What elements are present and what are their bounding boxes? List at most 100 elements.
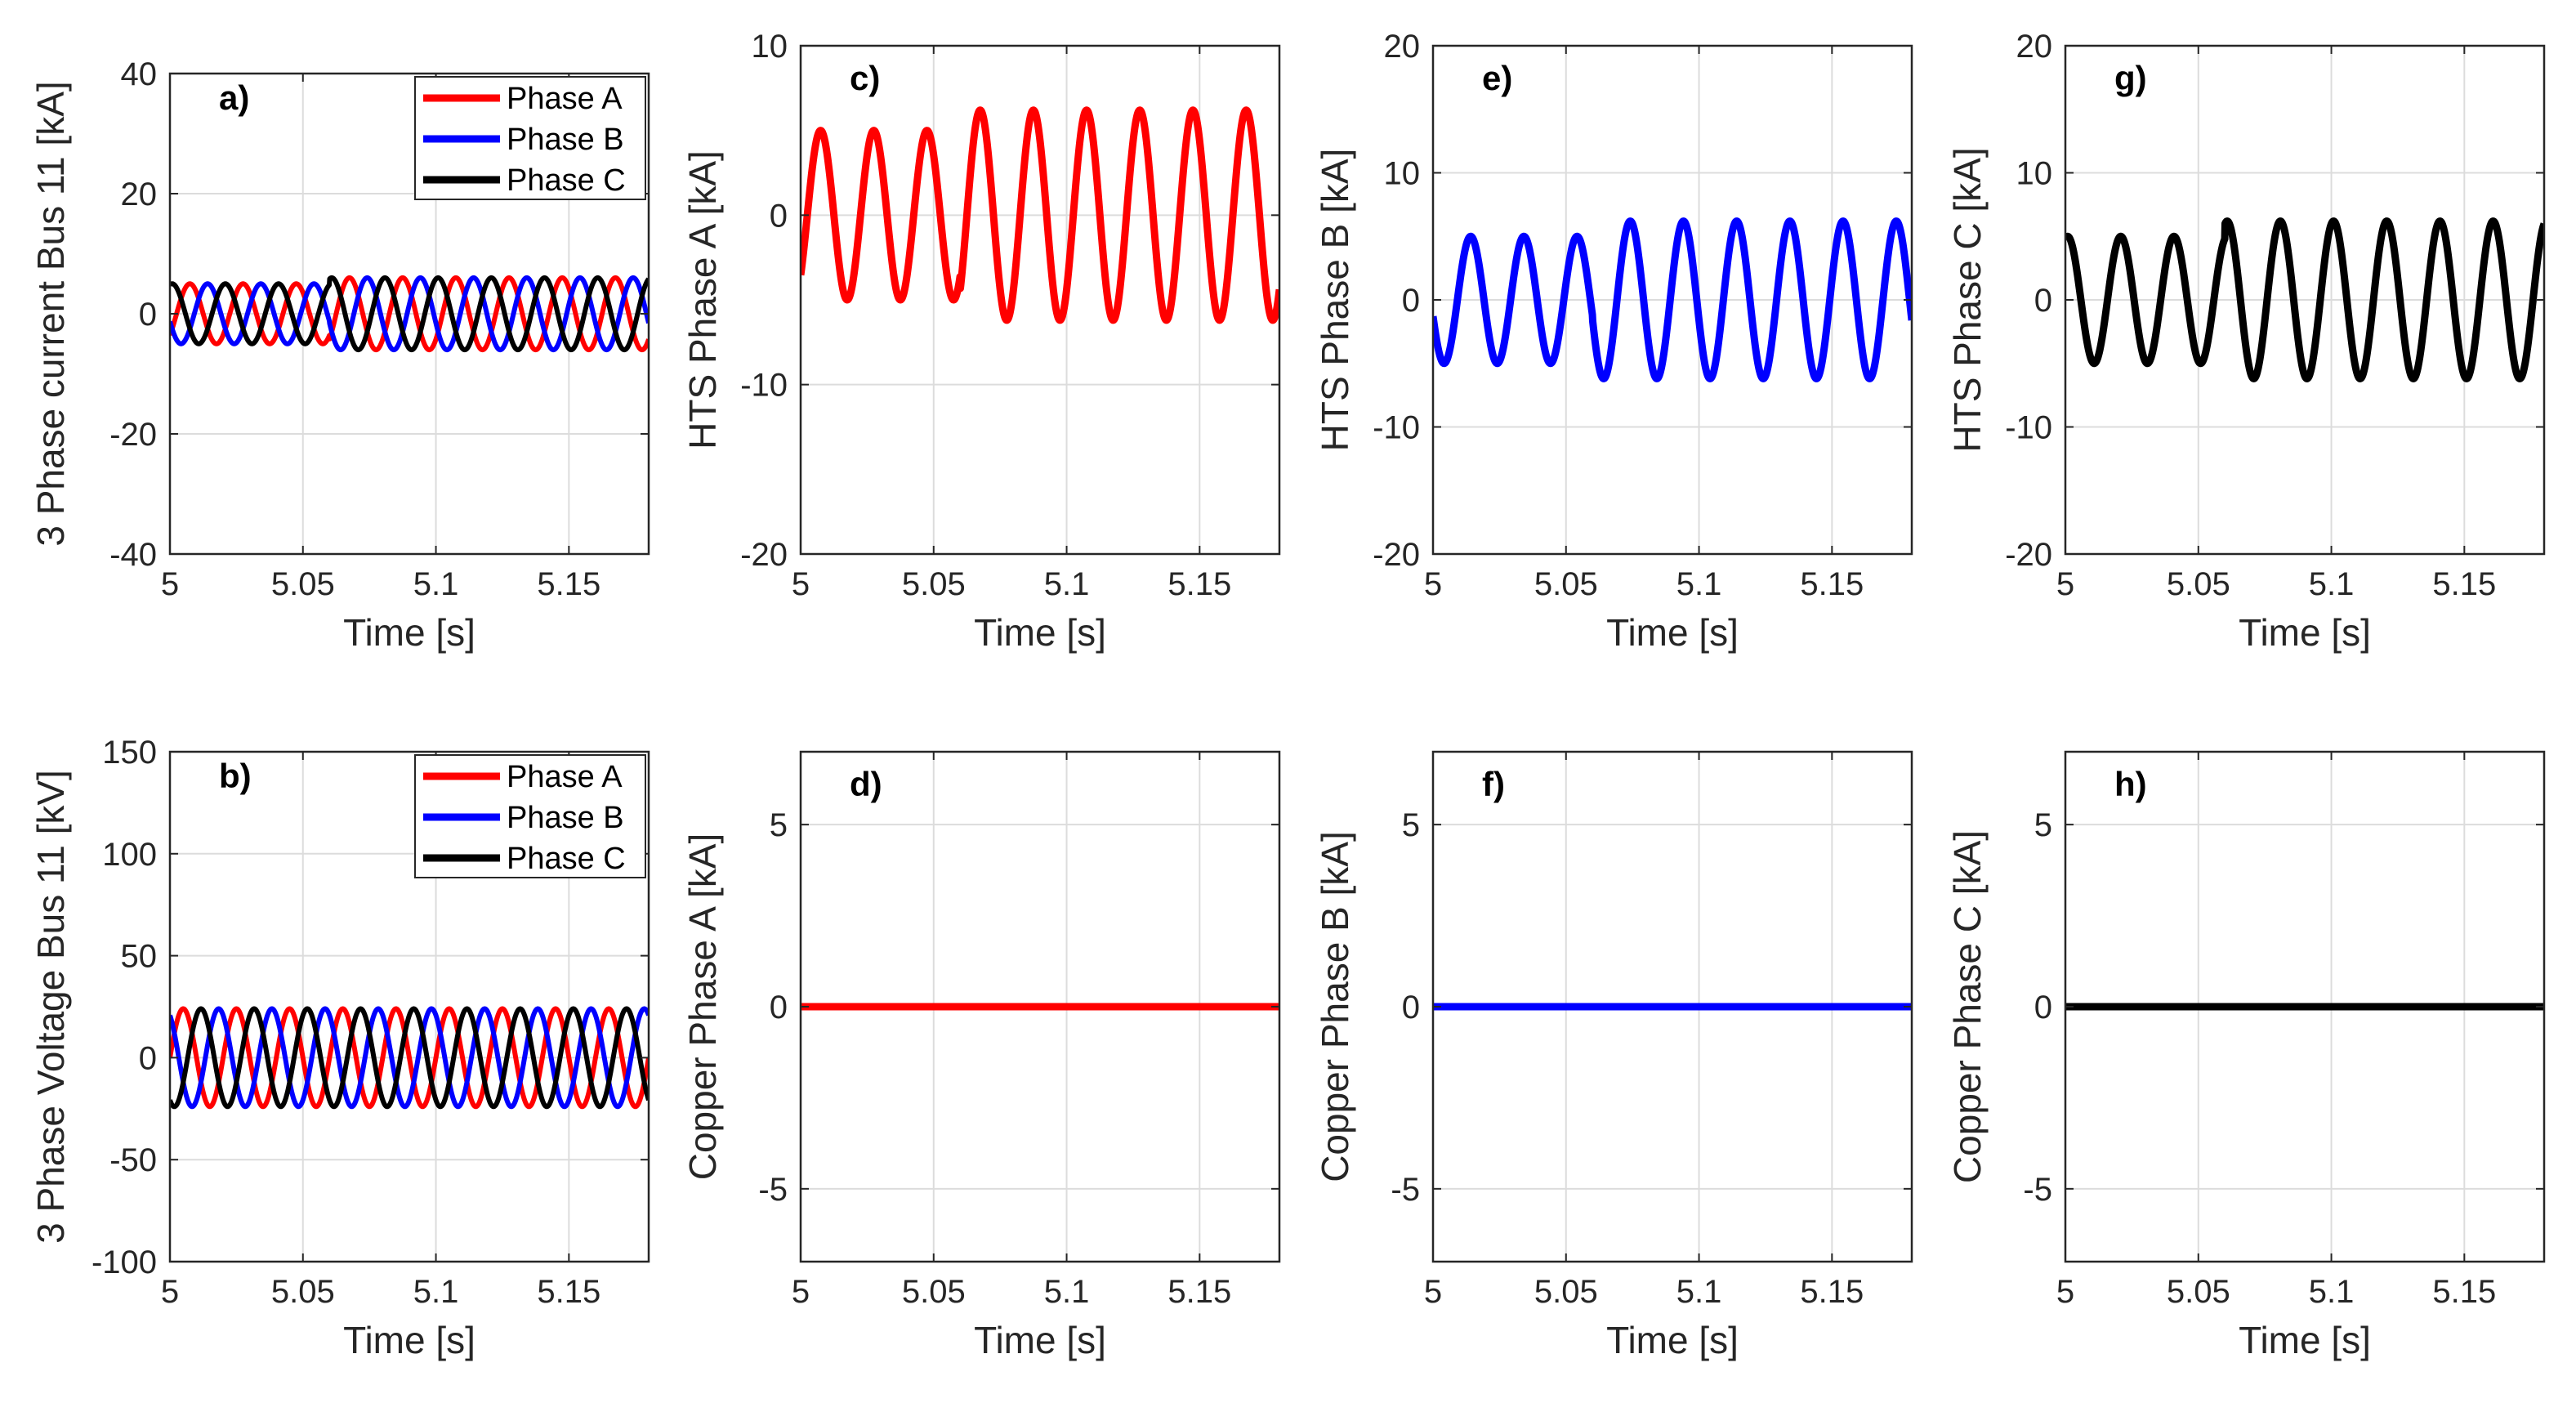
- x-tick-label: 5.1: [1044, 566, 1090, 602]
- y-axis-label: HTS Phase A [kA]: [681, 150, 724, 449]
- y-axis-label: Copper Phase A [kA]: [681, 833, 724, 1181]
- y-tick-label: 100: [102, 837, 157, 873]
- x-tick-label: 5.05: [271, 1274, 335, 1310]
- legend-entry: Phase B: [507, 123, 624, 157]
- panel-label: b): [219, 757, 252, 795]
- y-tick-label: 40: [121, 56, 158, 92]
- y-tick-label: 20: [121, 176, 158, 212]
- x-tick-label: 5.15: [537, 566, 600, 602]
- y-axis-label: Copper Phase C [kA]: [1946, 830, 1989, 1183]
- x-tick-label: 5.1: [2309, 566, 2355, 602]
- y-tick-label: 20: [2016, 29, 2053, 65]
- x-tick-label: 5.15: [1800, 566, 1864, 602]
- x-axis-label: Time [s]: [1606, 1319, 1739, 1361]
- legend: Phase A Phase B Phase C: [414, 754, 646, 878]
- y-tick-label: 5: [2034, 807, 2052, 843]
- y-tick-label: 0: [770, 990, 788, 1025]
- series-line-phase-c: [170, 275, 649, 353]
- x-tick-label: 5.05: [2167, 1274, 2230, 1310]
- y-tick-label: -5: [2023, 1172, 2052, 1208]
- panel-b: 5 5.05 5.1 5.15 -100 -50 0 50 100 150 Time [s] 3 Ph…: [29, 735, 650, 1361]
- y-axis-label: Copper Phase B [kA]: [1314, 831, 1356, 1182]
- axes-frame: [168, 750, 650, 1263]
- panel-e: 5 5.05 5.1 5.15 -20 -10 0 10 20 Time [s] HTS Phase…: [1314, 29, 1913, 654]
- x-axis-label: Time [s]: [343, 611, 475, 654]
- x-axis-label: Time [s]: [2239, 611, 2371, 654]
- series-line-c: [801, 106, 1279, 324]
- x-tick-label: 5.1: [2309, 1274, 2355, 1310]
- x-tick-label: 5.15: [537, 1274, 600, 1310]
- series-line-phase-a: [170, 1006, 649, 1110]
- panel-label: e): [1482, 59, 1512, 97]
- x-tick-label: 5: [2056, 1274, 2074, 1310]
- series-line-phase-b: [170, 1006, 649, 1110]
- y-tick-label: -20: [740, 537, 788, 573]
- panel-label: g): [2114, 59, 2147, 97]
- y-tick-label: 10: [752, 29, 788, 65]
- y-tick-label: 0: [139, 1040, 157, 1076]
- x-tick-label: 5: [161, 1274, 179, 1310]
- series-line-g: [2065, 217, 2544, 382]
- x-tick-label: 5: [2056, 566, 2074, 602]
- panel-c: 5 5.05 5.1 5.15 -20 -10 0 10 Time [s] HTS Phase A…: [681, 29, 1281, 654]
- x-tick-label: 5.1: [1676, 566, 1722, 602]
- y-tick-label: 0: [2034, 283, 2052, 319]
- x-tick-label: 5.05: [2167, 566, 2230, 602]
- y-tick-label: 20: [1384, 29, 1421, 65]
- y-tick-label: 0: [770, 198, 788, 234]
- x-axis-label: Time [s]: [1606, 611, 1739, 654]
- x-axis-label: Time [s]: [343, 1319, 475, 1361]
- panel-label: a): [219, 78, 249, 117]
- y-tick-label: -100: [92, 1244, 157, 1280]
- x-tick-label: 5.05: [271, 566, 335, 602]
- y-tick-label: -50: [109, 1142, 157, 1178]
- y-tick-label: -20: [2005, 537, 2052, 573]
- panel-label: h): [2114, 765, 2147, 803]
- x-tick-label: 5.15: [1167, 566, 1231, 602]
- y-tick-label: 0: [1402, 283, 1420, 319]
- legend-entry: Phase C: [507, 163, 626, 198]
- axes-frame: [799, 44, 1281, 556]
- y-axis-label: HTS Phase B [kA]: [1314, 149, 1356, 452]
- y-axis-label: HTS Phase C [kA]: [1946, 147, 1989, 452]
- series-line-phase-b: [170, 275, 649, 353]
- panel-d: 5 5.05 5.1 5.15 -5 0 5 Time [s] Copper Phase A […: [681, 750, 1281, 1361]
- x-tick-label: 5.1: [413, 566, 459, 602]
- x-tick-label: 5: [792, 1274, 810, 1310]
- x-tick-label: 5.15: [2432, 566, 2496, 602]
- x-axis-label: Time [s]: [2239, 1319, 2371, 1361]
- x-tick-label: 5.05: [902, 566, 966, 602]
- x-tick-label: 5.15: [2432, 1274, 2496, 1310]
- y-tick-label: 5: [1402, 807, 1420, 843]
- legend-entry: Phase B: [507, 801, 624, 835]
- panel-g: 5 5.05 5.1 5.15 -20 -10 0 10 20 Time [s] HTS Phase…: [1946, 29, 2546, 654]
- x-tick-label: 5: [1424, 1274, 1442, 1310]
- series-line-phase-c: [170, 1006, 649, 1110]
- y-tick-label: 10: [1384, 156, 1421, 192]
- x-tick-label: 5: [1424, 566, 1442, 602]
- x-tick-label: 5.1: [1044, 1274, 1090, 1310]
- legend-entry: Phase A: [507, 760, 623, 794]
- y-tick-label: -10: [740, 368, 788, 404]
- y-tick-label: -5: [758, 1172, 788, 1208]
- panel-label: d): [850, 765, 882, 803]
- x-tick-label: 5.05: [902, 1274, 966, 1310]
- y-tick-label: -20: [109, 417, 157, 453]
- y-tick-label: -5: [1391, 1172, 1420, 1208]
- panel-a: 5 5.05 5.1 5.15 -40 -20 0 20 40 Time [s] 3 Phase c…: [29, 56, 650, 654]
- y-tick-label: -40: [109, 537, 157, 573]
- x-tick-label: 5.15: [1800, 1274, 1864, 1310]
- legend: Phase A Phase B Phase C: [414, 76, 646, 200]
- panel-label: f): [1482, 765, 1505, 803]
- y-axis-label: 3 Phase current Bus 11 [kA]: [29, 81, 72, 546]
- x-tick-label: 5.05: [1534, 1274, 1598, 1310]
- panel-label: c): [850, 59, 880, 97]
- y-tick-label: 5: [770, 807, 788, 843]
- x-tick-label: 5.15: [1167, 1274, 1231, 1310]
- y-tick-label: -20: [1373, 537, 1420, 573]
- panel-h: 5 5.05 5.1 5.15 -5 0 5 Time [s] Copper Phase C […: [1946, 750, 2546, 1361]
- panel-f: 5 5.05 5.1 5.15 -5 0 5 Time [s] Copper Phase B […: [1314, 750, 1913, 1361]
- x-axis-label: Time [s]: [974, 1319, 1106, 1361]
- legend-entry: Phase A: [507, 82, 623, 116]
